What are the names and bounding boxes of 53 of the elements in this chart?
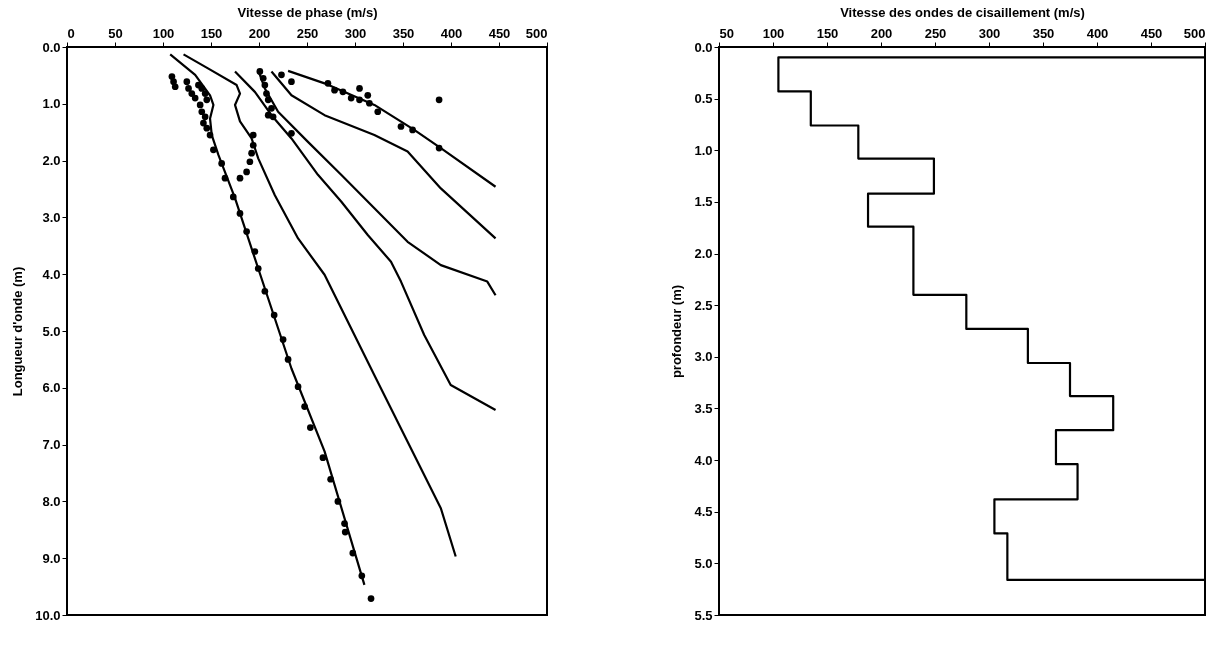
y-tick-label: 5.5 — [694, 607, 713, 623]
line-series — [286, 69, 497, 188]
x-tick-label: 300 — [344, 25, 367, 41]
y-tick-label: 1.0 — [42, 96, 61, 112]
x-tick-label: 0 — [67, 25, 75, 41]
y-tick-label: 3.0 — [42, 209, 61, 225]
y-tick-label: 2.0 — [42, 153, 61, 169]
x-axis-title: Vitesse de phase (m/s) — [237, 4, 378, 20]
x-tick-label: 250 — [924, 25, 947, 41]
y-tick-label: 0.0 — [42, 39, 61, 55]
y-tick-label: 4.5 — [694, 504, 713, 520]
x-tick-label: 500 — [1183, 25, 1206, 41]
y-axis-title: profondeur (m) — [669, 284, 685, 379]
y-tick-label: 4.0 — [42, 266, 61, 282]
x-tick-label: 400 — [440, 25, 463, 41]
y-tick-label: 9.0 — [42, 550, 61, 566]
y-tick-label: 1.0 — [694, 142, 713, 158]
x-tick-label: 300 — [978, 25, 1001, 41]
x-tick-label: 350 — [1032, 25, 1055, 41]
line-series — [233, 70, 497, 412]
x-tick-label: 150 — [816, 25, 839, 41]
x-tick-label: 200 — [870, 25, 893, 41]
y-axis-title: Longueur d'onde (m) — [10, 266, 26, 397]
x-tick-label: 450 — [1140, 25, 1163, 41]
y-tick-label: 5.0 — [42, 323, 61, 339]
x-tick-label: 150 — [200, 25, 223, 41]
line-series — [270, 70, 497, 240]
x-tick-label: 350 — [392, 25, 415, 41]
y-tick-label: 7.0 — [42, 437, 61, 453]
y-tick-label: 4.0 — [694, 452, 713, 468]
x-tick-label: 100 — [762, 25, 785, 41]
y-tick-label: 2.0 — [694, 246, 713, 262]
y-tick-label: 0.0 — [694, 39, 713, 55]
x-tick-label: 400 — [1086, 25, 1109, 41]
x-tick-label: 50 — [108, 25, 123, 41]
x-tick-label: 500 — [525, 25, 548, 41]
x-tick-label: 100 — [152, 25, 175, 41]
y-tick-label: 3.5 — [694, 400, 713, 416]
y-tick-label: 3.0 — [694, 349, 713, 365]
y-tick-label: 8.0 — [42, 493, 61, 509]
x-tick-label: 250 — [296, 25, 319, 41]
x-axis-title: Vitesse des ondes de cisaillement (m/s) — [840, 4, 1085, 20]
x-tick-label: 450 — [488, 25, 511, 41]
y-tick-label: 10.0 — [35, 607, 61, 623]
y-tick-label: 5.0 — [694, 555, 713, 571]
x-tick-label: 200 — [248, 25, 271, 41]
line-series — [182, 53, 457, 558]
y-tick-label: 1.5 — [694, 194, 713, 210]
x-tick-label: 50 — [719, 25, 734, 41]
line-series — [169, 53, 366, 586]
y-tick-label: 6.0 — [42, 380, 61, 396]
y-tick-label: 0.5 — [694, 91, 713, 107]
y-tick-label: 2.5 — [694, 297, 713, 313]
